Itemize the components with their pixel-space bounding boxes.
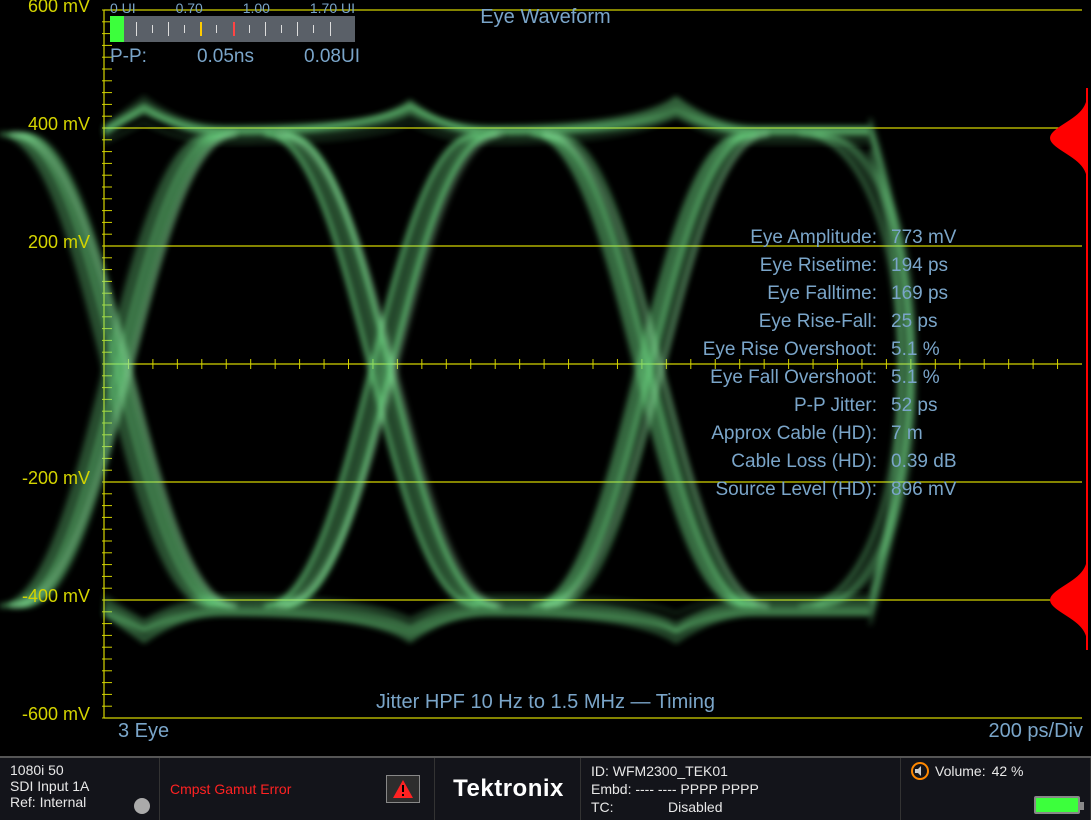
measurement-row: Eye Amplitude:773 mV	[671, 224, 971, 252]
measurement-value: 896 mV	[891, 476, 971, 504]
volume-label: Volume:	[935, 763, 986, 779]
measurement-value: 5.1 %	[891, 336, 971, 364]
eye-measurements: Eye Amplitude:773 mVEye Risetime:194 psE…	[671, 224, 971, 504]
id-value: WFM2300_TEK01	[613, 763, 728, 779]
embd-label: Embd:	[591, 781, 631, 797]
ruler-handle[interactable]	[110, 16, 124, 42]
ui-label-0: 0 UI	[110, 0, 136, 16]
measurement-label: Eye Fall Overshoot:	[671, 364, 891, 392]
ui-label-3: 1.70 UI	[310, 0, 355, 16]
measurement-label: Cable Loss (HD):	[671, 448, 891, 476]
measurement-value: 5.1 %	[891, 364, 971, 392]
status-bar: 1080i 50 SDI Input 1A Ref: Internal Cmps…	[0, 756, 1091, 820]
brand-logo: Tektronix	[453, 775, 564, 803]
measurement-value: 0.39 dB	[891, 448, 971, 476]
measurement-value: 773 mV	[891, 224, 971, 252]
volume-value: 42 %	[992, 763, 1024, 779]
measurement-label: Approx Cable (HD):	[671, 420, 891, 448]
pp-ns: 0.05ns	[197, 46, 254, 68]
measurement-label: Eye Amplitude:	[671, 224, 891, 252]
ruler-ticks	[124, 16, 355, 42]
status-id-cell: ID: WFM2300_TEK01 Embd: ---- ---- PPPP P…	[581, 758, 901, 820]
y-tick-label: -400 mV	[0, 586, 90, 607]
error-text: Cmpst Gamut Error	[170, 781, 291, 797]
measurement-row: Source Level (HD):896 mV	[671, 476, 971, 504]
brand-cell: Tektronix	[435, 758, 581, 820]
status-volume-cell: Volume: 42 %	[901, 758, 1091, 820]
measurement-value: 169 ps	[891, 280, 971, 308]
jitter-pp-readout: P-P: 0.05ns 0.08UI	[110, 46, 360, 68]
embd-value: ---- ---- PPPP PPPP	[635, 781, 758, 797]
measurement-row: Eye Rise Overshoot:5.1 %	[671, 336, 971, 364]
scope-display: 600 mV400 mV200 mV-200 mV-400 mV-600 mV …	[0, 0, 1091, 755]
signal-status-dot	[134, 798, 150, 814]
ui-ruler-labels: 0 UI 0.70 1.00 1.70 UI	[110, 0, 355, 16]
measurement-label: Eye Falltime:	[671, 280, 891, 308]
eye-mode-label: 3 Eye	[118, 720, 169, 743]
measurement-row: Cable Loss (HD):0.39 dB	[671, 448, 971, 476]
status-signal-info: 1080i 50 SDI Input 1A Ref: Internal	[0, 758, 160, 820]
speaker-icon	[911, 762, 929, 780]
signal-format: 1080i 50	[10, 762, 151, 778]
measurement-value: 25 ps	[891, 308, 971, 336]
warning-icon	[386, 775, 420, 803]
measurement-row: Approx Cable (HD):7 m	[671, 420, 971, 448]
measurement-row: P-P Jitter:52 ps	[671, 392, 971, 420]
x-division-label: 200 ps/Div	[989, 720, 1084, 743]
measurement-value: 194 ps	[891, 252, 971, 280]
signal-input: SDI Input 1A	[10, 778, 151, 794]
ui-label-2: 1.00	[243, 0, 270, 16]
ui-interval-ruler[interactable]	[110, 16, 355, 42]
measurement-label: Eye Risetime:	[671, 252, 891, 280]
tc-value: Disabled	[668, 799, 722, 815]
battery-fill	[1036, 798, 1078, 812]
measurement-label: P-P Jitter:	[671, 392, 891, 420]
y-tick-label: 200 mV	[0, 232, 90, 253]
ui-label-1: 0.70	[176, 0, 203, 16]
signal-ref: Ref: Internal	[10, 794, 151, 810]
measurement-value: 7 m	[891, 420, 971, 448]
measurement-row: Eye Rise-Fall:25 ps	[671, 308, 971, 336]
measurement-row: Eye Falltime:169 ps	[671, 280, 971, 308]
measurement-row: Eye Risetime:194 ps	[671, 252, 971, 280]
measurement-label: Source Level (HD):	[671, 476, 891, 504]
id-label: ID:	[591, 763, 609, 779]
pp-label: P-P:	[110, 46, 147, 68]
measurement-value: 52 ps	[891, 392, 971, 420]
jitter-filter-text: Jitter HPF 10 Hz to 1.5 MHz — Timing	[0, 691, 1091, 714]
measurement-label: Eye Rise Overshoot:	[671, 336, 891, 364]
measurement-label: Eye Rise-Fall:	[671, 308, 891, 336]
tc-label: TC:	[591, 799, 614, 815]
y-tick-label: -200 mV	[0, 468, 90, 489]
pp-ui: 0.08UI	[304, 46, 360, 68]
y-tick-label: 400 mV	[0, 114, 90, 135]
status-error-cell: Cmpst Gamut Error	[160, 758, 435, 820]
battery-indicator	[1034, 796, 1080, 814]
measurement-row: Eye Fall Overshoot:5.1 %	[671, 364, 971, 392]
